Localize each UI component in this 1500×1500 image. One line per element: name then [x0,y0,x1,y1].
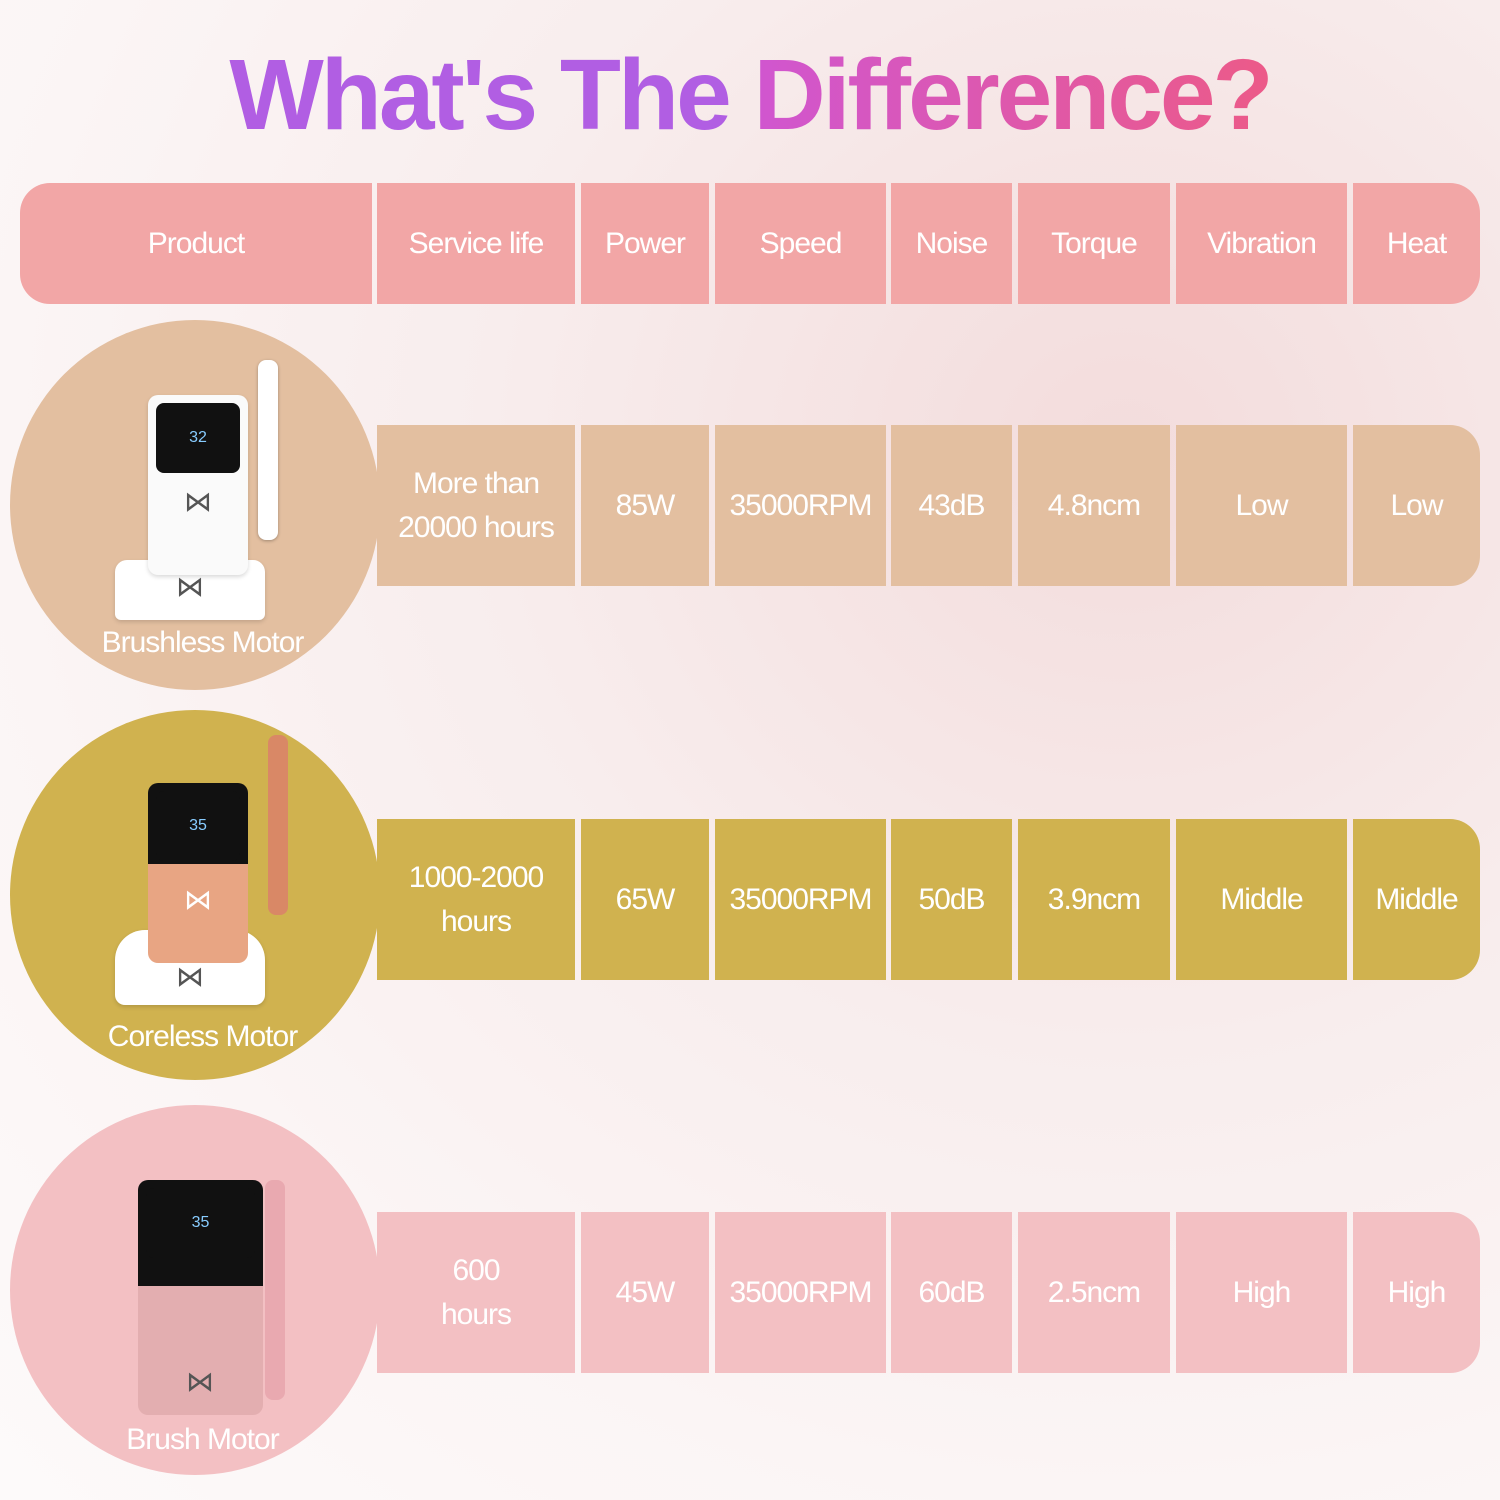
vibration-cell: Middle [1176,819,1347,980]
table-row-brush: 600 hours 45W 35000RPM 60dB 2.5ncm High H… [0,1212,1500,1373]
vibration-cell: Low [1176,425,1347,586]
noise-cell: 43dB [891,425,1012,586]
service-life-cell: 1000-2000 hours [377,819,575,980]
noise-cell: 60dB [891,1212,1012,1373]
page-title: What's The Difference? [229,39,1273,151]
speed-cell: 35000RPM [715,425,886,586]
torque-cell: 4.8ncm [1018,425,1170,586]
noise-cell: 50dB [891,819,1012,980]
table-row-coreless: 1000-2000 hours 65W 35000RPM 50dB 3.9ncm … [0,819,1500,980]
heat-cell: Middle [1353,819,1480,980]
torque-cell: 2.5ncm [1018,1212,1170,1373]
power-cell: 85W [581,425,709,586]
torque-cell: 3.9ncm [1018,819,1170,980]
speed-cell: 35000RPM [715,819,886,980]
header-noise: Noise [891,183,1012,304]
header-torque: Torque [1018,183,1170,304]
product-label: Brush Motor [126,1423,279,1456]
product-label: Coreless Motor [107,1020,298,1053]
header-row: Product Service life Power Speed Noise T… [0,183,1500,304]
header-power: Power [581,183,709,304]
speed-cell: 35000RPM [715,1212,886,1373]
heat-cell: Low [1353,425,1480,586]
header-product: Product [20,183,372,304]
power-cell: 65W [581,819,709,980]
coreless-device-image: ⋈ 35 ⋈ [110,725,300,1015]
header-vibration: Vibration [1176,183,1347,304]
header-heat: Heat [1353,183,1480,304]
vibration-cell: High [1176,1212,1347,1373]
power-cell: 45W [581,1212,709,1373]
service-life-cell: 600 hours [377,1212,575,1373]
product-label: Brushless Motor [101,626,305,659]
header-service-life: Service life [377,183,575,304]
service-life-cell: More than 20000 hours [377,425,575,586]
brushless-device-image: ⋈ 32 ⋈ [115,335,295,625]
heat-cell: High [1353,1212,1480,1373]
brush-device-image: 35 ⋈ [130,1130,310,1430]
header-speed: Speed [715,183,886,304]
table-row-brushless: More than 20000 hours 85W 35000RPM 43dB 4… [0,425,1500,586]
